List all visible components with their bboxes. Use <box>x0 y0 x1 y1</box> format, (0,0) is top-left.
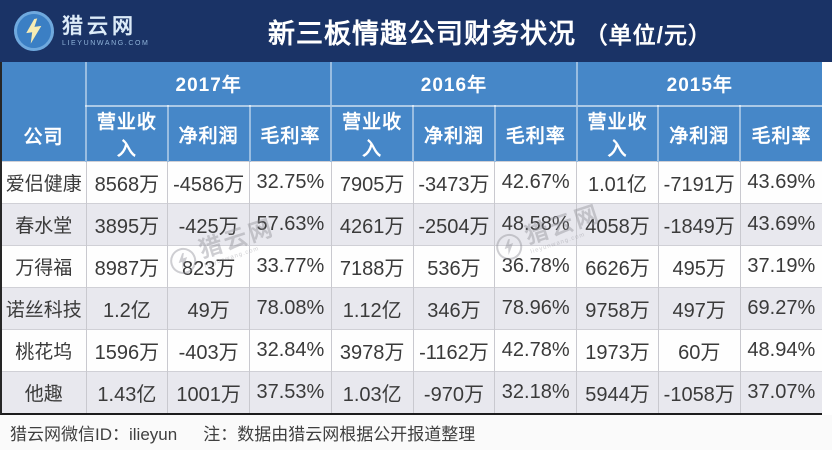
cell-value: 346万 <box>412 287 495 330</box>
cell-value: 1596万 <box>85 329 168 372</box>
footer-note-bar: 猎云网微信ID：ilieyun 注：数据由猎云网根据公开报道整理 <box>0 415 832 450</box>
company-name: 春水堂 <box>2 203 86 246</box>
footer-wechat-id: 猎云网微信ID：ilieyun <box>10 425 178 444</box>
cell-value: 1.43亿 <box>85 371 168 413</box>
cell-value: 4058万 <box>576 203 659 246</box>
cell-value: 497万 <box>657 287 741 330</box>
cell-value: 37.53% <box>249 371 332 413</box>
company-name: 他趣 <box>2 371 86 413</box>
cell-value: 1.2亿 <box>85 287 168 330</box>
year-header-2016: 2016年 <box>330 62 577 107</box>
metric-header-row: 营业收入 净利润 毛利率 营业收入 净利润 毛利率 营业收入 净利润 毛利率 <box>2 106 822 162</box>
year-header-2017: 2017年 <box>84 62 332 107</box>
cell-value: 33.77% <box>249 245 332 288</box>
cell-value: -1162万 <box>412 329 495 372</box>
footer-source-note: 注：数据由猎云网根据公开报道整理 <box>203 425 476 444</box>
cell-value: 9758万 <box>576 287 659 330</box>
cell-value: -4586万 <box>167 161 250 204</box>
cell-value: -403万 <box>167 329 250 372</box>
logo-text: 猎云网 <box>62 14 137 38</box>
cell-value: 32.84% <box>249 329 332 372</box>
cell-value: 6626万 <box>576 245 659 288</box>
year-header-2015: 2015年 <box>575 62 822 107</box>
cell-value: 32.75% <box>249 161 332 204</box>
table-row: 春水堂 3895万 -425万 57.63% 4261万 -2504万 48.5… <box>2 203 822 246</box>
column-header-margin-2015: 毛利率 <box>739 106 822 162</box>
cell-value: -1849万 <box>657 203 741 246</box>
cell-value: 5944万 <box>576 371 659 413</box>
cell-value: 4261万 <box>330 203 414 246</box>
cell-value: 8568万 <box>85 161 168 204</box>
cell-value: -7191万 <box>657 161 741 204</box>
page-title-unit: （单位/元） <box>584 21 712 48</box>
cell-value: 42.78% <box>494 329 577 372</box>
table-row: 万得福 8987万 823万 33.77% 7188万 536万 36.78% … <box>2 245 822 288</box>
cell-value: 69.27% <box>739 287 822 330</box>
cell-value: 60万 <box>657 329 741 372</box>
column-header-profit-2017: 净利润 <box>166 106 250 162</box>
cell-value: -425万 <box>167 203 250 246</box>
cell-value: 495万 <box>657 245 741 288</box>
column-header-profit-2015: 净利润 <box>657 106 741 162</box>
cell-value: 32.18% <box>494 371 577 413</box>
cell-value: 7905万 <box>330 161 414 204</box>
cell-value: 3978万 <box>330 329 414 372</box>
table-row: 桃花坞 1596万 -403万 32.84% 3978万 -1162万 42.7… <box>2 329 822 372</box>
financial-table: 公司 2017年 2016年 2015年 营业收入 净利润 毛利率 营业收入 净… <box>2 62 822 413</box>
cell-value: 7188万 <box>330 245 414 288</box>
cell-value: 78.96% <box>494 287 577 330</box>
cell-value: -970万 <box>412 371 495 413</box>
lightning-bolt-icon <box>26 18 42 44</box>
column-header-margin-2017: 毛利率 <box>248 106 332 162</box>
column-header-revenue-2016: 营业收入 <box>330 106 414 162</box>
cell-value: 48.94% <box>739 329 822 372</box>
column-header-revenue-2017: 营业收入 <box>85 106 168 162</box>
cell-value: 1973万 <box>576 329 659 372</box>
cell-value: 1.12亿 <box>330 287 414 330</box>
cell-value: 1001万 <box>167 371 250 413</box>
cell-value: 42.67% <box>494 161 577 204</box>
table-row: 爱侣健康 8568万 -4586万 32.75% 7905万 -3473万 42… <box>2 161 822 204</box>
table-row: 诺丝科技 1.2亿 49万 78.08% 1.12亿 346万 78.96% 9… <box>2 287 822 330</box>
cell-value: 37.07% <box>739 371 822 413</box>
cell-value: 43.69% <box>739 203 822 246</box>
column-header-revenue-2015: 营业收入 <box>575 106 659 162</box>
company-name: 诺丝科技 <box>2 287 86 330</box>
page-title-main: 新三板情趣公司财务状况 <box>268 18 577 49</box>
company-name: 桃花坞 <box>2 329 86 372</box>
cell-value: 48.58% <box>494 203 577 246</box>
financial-table-wrap: 公司 2017年 2016年 2015年 营业收入 净利润 毛利率 营业收入 净… <box>0 62 822 415</box>
cell-value: -3473万 <box>412 161 495 204</box>
logo-text-block: 猎云网 LIEYUNWANG.COM <box>62 16 149 47</box>
column-header-company: 公司 <box>2 62 86 162</box>
year-header-row: 公司 2017年 2016年 2015年 <box>2 62 822 162</box>
logo-domain: LIEYUNWANG.COM <box>62 39 150 47</box>
cell-value: 1.03亿 <box>330 371 414 413</box>
cell-value: 43.69% <box>739 161 822 204</box>
column-header-profit-2016: 净利润 <box>412 106 495 162</box>
company-name: 万得福 <box>2 245 86 288</box>
column-header-margin-2016: 毛利率 <box>493 106 577 162</box>
cell-value: 49万 <box>167 287 250 330</box>
cell-value: 1.01亿 <box>576 161 659 204</box>
cell-value: 78.08% <box>249 287 332 330</box>
lieyun-logo-icon <box>11 8 57 54</box>
cell-value: 37.19% <box>739 245 822 288</box>
page-title: 新三板情趣公司财务状况 （单位/元） <box>174 12 832 51</box>
cell-value: 3895万 <box>85 203 168 246</box>
cell-value: 8987万 <box>85 245 168 288</box>
top-banner: 猎云网 LIEYUNWANG.COM 新三板情趣公司财务状况 （单位/元） <box>0 0 832 62</box>
cell-value: 536万 <box>412 245 495 288</box>
cell-value: 57.63% <box>249 203 332 246</box>
cell-value: -1058万 <box>657 371 741 413</box>
cell-value: 36.78% <box>494 245 577 288</box>
cell-value: -2504万 <box>412 203 495 246</box>
company-name: 爱侣健康 <box>2 161 86 204</box>
table-row: 他趣 1.43亿 1001万 37.53% 1.03亿 -970万 32.18%… <box>2 371 822 413</box>
cell-value: 823万 <box>167 245 250 288</box>
lieyun-logo: 猎云网 LIEYUNWANG.COM <box>0 8 174 54</box>
